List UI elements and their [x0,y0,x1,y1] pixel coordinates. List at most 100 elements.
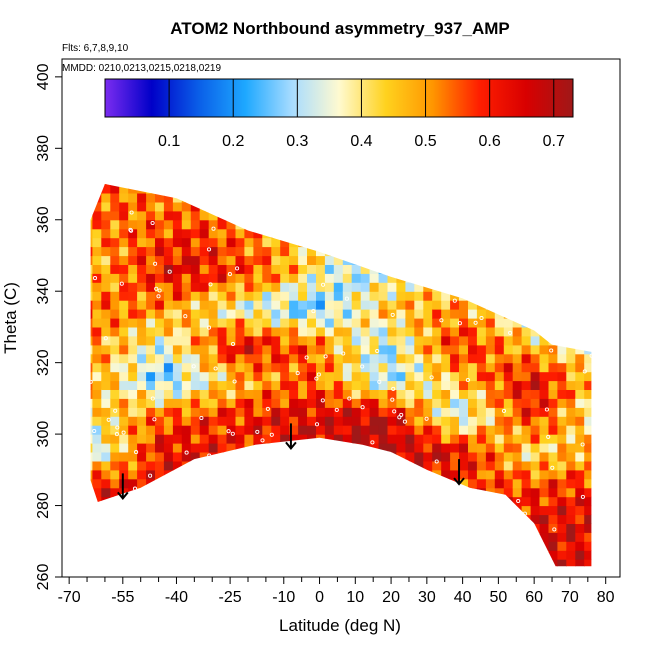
heat-cell [146,416,156,426]
heat-cell [584,362,592,373]
sample-point [321,282,326,287]
heat-cell [190,335,201,346]
heat-cell [333,300,344,310]
heat-cell [396,460,406,471]
heat-cell [155,460,165,471]
heat-cell [387,201,397,212]
heat-cell [450,452,460,462]
sample-point [397,415,402,420]
heat-cell [575,389,585,399]
heat-cell [90,416,93,426]
heat-cell [521,291,532,301]
heat-cell [575,496,585,507]
sample-point [129,210,134,215]
heat-cell [253,532,263,542]
heat-cell [217,559,228,567]
heat-cell [181,434,192,444]
heat-cell [155,228,165,239]
heat-cell [235,326,245,337]
heat-cell [119,184,129,194]
heat-cell [396,353,406,364]
heat-cell [316,389,326,399]
heat-cell [199,193,210,203]
heat-cell [289,309,299,319]
heat-cell [539,273,549,283]
heat-cell [512,273,523,283]
heat-cell [289,255,299,265]
heat-cell [468,460,478,471]
sample-point [580,494,585,499]
heat-cell [405,487,415,498]
heat-cell [146,255,156,265]
heat-cell [289,318,299,328]
heat-cell [199,514,210,524]
heat-cell [584,246,592,257]
heat-cell [485,496,496,507]
heat-cell [566,496,576,507]
heat-cell [253,273,263,283]
heat-cell [468,291,478,301]
heat-cell [217,550,228,560]
heat-cell [217,184,228,185]
heat-cell [548,550,558,560]
heat-cell [566,219,576,230]
heat-cell [459,318,469,328]
sample-point [325,567,328,570]
heat-cell [271,505,281,516]
heat-cell [289,514,299,524]
heat-cell [485,282,496,292]
heat-cell [217,201,228,212]
heat-cell [414,237,424,248]
heat-cell [217,318,228,328]
heat-cell [90,184,93,185]
heat-cell [495,568,505,578]
heat-cell [190,469,201,480]
heat-cell [298,335,308,346]
heat-cell [146,443,156,453]
heat-cell [333,219,344,230]
y-tick-label: 260 [35,564,52,591]
heat-cell [208,255,219,265]
heat-cell [226,478,236,489]
heat-cell [181,460,192,471]
heat-cell [253,523,263,533]
heat-cell [494,184,505,194]
heat-cell [262,487,272,498]
heat-cell [557,416,567,426]
heat-cell [351,443,362,453]
heat-cell [90,496,93,507]
heat-cell [172,425,183,435]
heat-cell [262,523,272,533]
heat-cell [271,362,281,373]
sample-point [211,226,216,231]
heat-cell [611,381,621,391]
heat-cell [521,326,532,337]
heat-cell [307,184,317,194]
heat-cell [584,264,592,274]
heat-cell [450,469,460,480]
heat-cell [110,452,120,462]
heat-cell [90,246,93,257]
heat-cell [271,228,281,239]
heat-cell [110,309,120,319]
heat-cell [414,353,424,364]
colorbar: 0.1 0.2 0.3 0.4 0.5 0.6 0.7 [104,78,574,150]
heat-cell [405,362,415,373]
heat-cell [539,353,549,364]
heat-cell [163,434,174,444]
sample-point [365,460,370,465]
heat-cell [342,264,353,274]
heat-cell [450,184,460,194]
heat-cell [360,550,371,560]
heat-cell [316,219,326,230]
heat-cell [548,201,558,212]
heat-cell [181,469,192,480]
heat-cell [485,478,496,489]
heat-cell [405,416,415,426]
heat-cell [566,184,576,194]
heat-cell [557,237,567,248]
heat-cell [521,407,532,417]
heat-cell [468,353,478,364]
heat-cell [575,505,585,516]
heat-cell [575,184,585,194]
